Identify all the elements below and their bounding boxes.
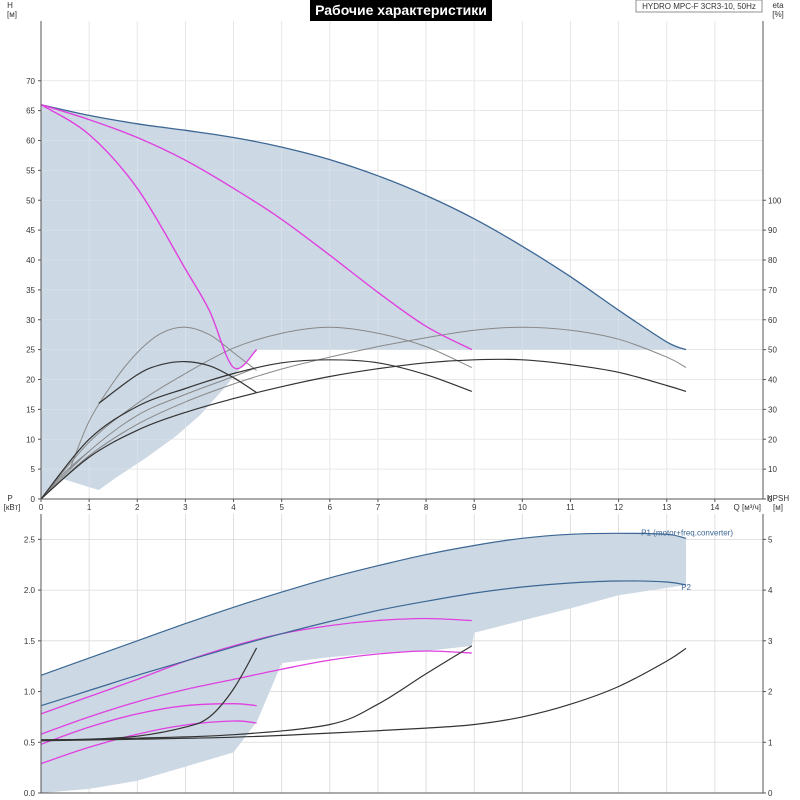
top-x-tick-label: 8 [424,503,429,512]
bottom-left-axis-unit: [кВт] [4,503,21,512]
power-speed-curve-2 [40,650,472,735]
top-left-tick-label: 25 [26,346,35,355]
top-left-tick-label: 50 [26,196,35,205]
npsh-curve-3 [40,647,687,742]
top-left-tick-label: 70 [26,77,35,86]
model-label-text: HYDRO MPC-F 3CR3-10, 50Hz [642,2,756,11]
bottom-right-axis-title: NPSH [767,494,789,503]
chart-title-text: Рабочие характеристики [315,2,487,18]
bottom-left-tick-label: 2.5 [24,535,36,544]
top-left-tick-label: 40 [26,256,35,265]
top-x-tick-label: 3 [183,503,188,512]
speed-curve-1 [40,104,258,370]
top-x-tick-label: 0 [39,503,44,512]
top-left-tick-label: 65 [26,107,35,116]
top-left-tick-label: 60 [26,137,35,146]
top-right-tick-label: 0 [768,495,773,504]
top-x-tick-label: 14 [710,503,719,512]
eta-curve-3 [40,326,687,500]
npsh-curve-2 [40,645,473,741]
bottom-right-axis-unit: [м] [773,503,783,512]
top-x-tick-label: 4 [231,503,236,512]
top-x-tick-label: 10 [518,503,527,512]
eta-curve-1 [69,326,257,470]
top-left-tick-label: 45 [26,226,35,235]
p1-series-label: P1 (motor+freq.converter) [641,528,733,537]
bottom-right-tick-label: 4 [768,586,773,595]
top-left-tick-label: 30 [26,316,35,325]
top-left-axis-title: H [7,1,13,10]
top-right-tick-label: 60 [768,316,777,325]
power-npsh-plot: P1 (motor+freq.converter)P20.00.51.01.52… [4,494,790,798]
bottom-left-tick-label: 0.5 [24,738,36,747]
head-curve-1 [98,360,257,404]
top-right-tick-label: 10 [768,465,777,474]
top-left-tick-label: 15 [26,405,35,414]
power-speed-curve-3 [40,703,257,745]
max-head-curve [40,104,687,351]
chart-title: Рабочие характеристики [310,0,492,21]
top-x-tick-label: 5 [279,503,284,512]
head-flow-plot: 0510152025303540455055606570010203040506… [7,1,784,512]
bottom-left-tick-label: 0.0 [24,789,36,798]
top-right-tick-label: 50 [768,346,777,355]
x-axis-title: Q [м³/ч] [734,503,761,512]
top-operating-region [41,104,686,499]
top-x-tick-label: 9 [472,503,477,512]
top-left-axis-unit: [м] [7,10,17,19]
top-left-tick-label: 0 [31,495,36,504]
bottom-left-tick-label: 1.5 [24,637,36,646]
top-x-tick-label: 7 [376,503,381,512]
eta-curve-4 [40,367,257,500]
power-series-2 [40,580,687,707]
bottom-right-tick-label: 0 [768,789,773,798]
power-series-1 [40,532,687,676]
top-right-tick-label: 70 [768,286,777,295]
top-left-tick-label: 55 [26,166,35,175]
top-right-axis-unit: [%] [772,10,784,19]
head-curve-3 [40,358,687,500]
top-x-tick-label: 13 [662,503,671,512]
bottom-right-tick-label: 1 [768,738,773,747]
top-right-tick-label: 20 [768,435,777,444]
top-right-tick-label: 100 [768,196,782,205]
bottom-right-tick-label: 2 [768,688,773,697]
top-x-tick-label: 6 [328,503,333,512]
top-right-axis-title: eta [772,1,784,10]
top-x-tick-label: 12 [614,503,623,512]
bottom-operating-region [41,533,686,793]
top-x-tick-label: 2 [135,503,140,512]
power-speed-curve-1 [40,617,472,715]
top-right-tick-label: 80 [768,256,777,265]
top-right-tick-label: 30 [768,405,777,414]
bottom-left-tick-label: 2.0 [24,586,36,595]
top-left-tick-label: 5 [31,465,36,474]
top-left-tick-label: 20 [26,376,35,385]
bottom-left-tick-label: 1.0 [24,688,36,697]
top-right-tick-label: 40 [768,376,777,385]
bottom-right-tick-label: 5 [768,535,773,544]
eta-curve-2 [40,326,473,500]
power-speed-curve-4 [40,720,257,765]
top-x-tick-label: 11 [566,503,575,512]
p2-series-label: P2 [681,583,691,592]
top-right-tick-label: 90 [768,226,777,235]
top-left-tick-label: 35 [26,286,35,295]
head-curve-2 [40,359,473,500]
model-label: HYDRO MPC-F 3CR3-10, 50Hz [635,0,763,13]
top-left-tick-label: 10 [26,435,35,444]
speed-curve-2 [40,104,473,351]
bottom-right-tick-label: 3 [768,637,773,646]
bottom-left-axis-title: P [7,494,12,503]
top-x-tick-label: 1 [87,503,92,512]
